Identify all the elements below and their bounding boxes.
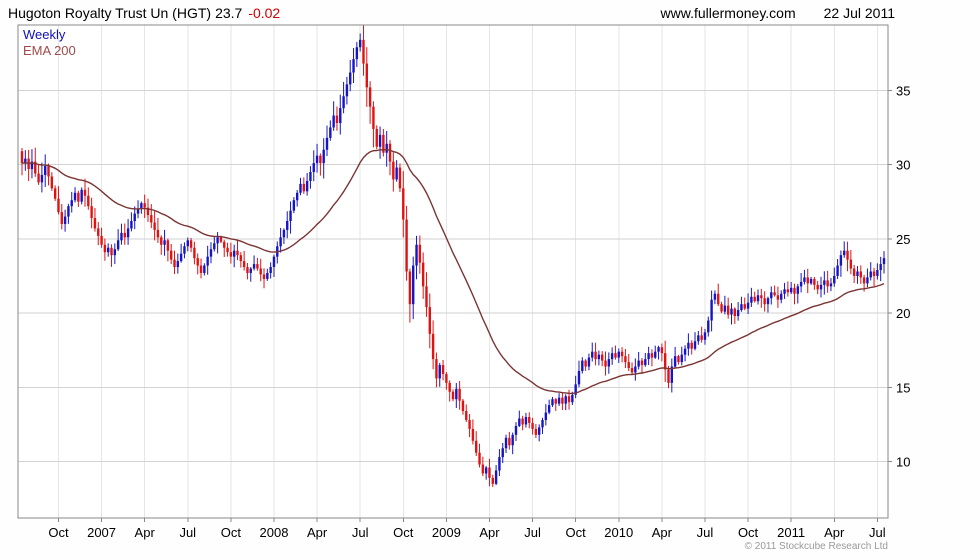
copyright-text: © 2011 Stockcube Research Ltd [744, 541, 888, 552]
x-tick-label: Oct [566, 525, 587, 540]
x-tick-label: 2008 [260, 525, 289, 540]
x-tick-label: Oct [393, 525, 414, 540]
x-tick-label: Apr [652, 525, 673, 540]
x-axis-labels: Oct 2007 Apr Jul Oct 2008 Apr Jul Oct 2009 Apr Jul O… [48, 518, 886, 540]
x-tick-label: Oct [48, 525, 69, 540]
ema-line [21, 148, 885, 395]
x-tick-label: Apr [824, 525, 845, 540]
legend-ema: EMA 200 [23, 43, 76, 58]
x-tick-label: Apr [307, 525, 328, 540]
x-tick-label: 2007 [87, 525, 116, 540]
y-tick-label: 15 [896, 380, 910, 395]
y-tick-label: 10 [896, 455, 910, 470]
y-tick-label: 25 [896, 232, 910, 247]
x-tick-label: Jul [869, 525, 886, 540]
y-tick-label: 35 [896, 83, 910, 98]
x-tick-label: Jul [179, 525, 196, 540]
candlesticks [20, 24, 886, 487]
chart-legend: Weekly EMA 200 [23, 27, 76, 59]
plot-border [17, 24, 889, 519]
x-tick-label: Jul [524, 525, 541, 540]
x-tick-label: Jul [697, 525, 714, 540]
vertical-gridlines [57, 25, 878, 518]
x-tick-label: 2009 [432, 525, 461, 540]
horizontal-gridlines [18, 89, 888, 463]
price-change: -0.02 [248, 5, 281, 21]
date-text: 22 Jul 2011 [823, 5, 895, 21]
y-tick-label: 30 [896, 158, 910, 173]
last-price: 23.7 [215, 5, 243, 21]
y-tick-label: 20 [896, 306, 910, 321]
header-right: www.fullermoney.com 22 Jul 2011 [661, 5, 895, 21]
x-tick-label: Apr [479, 525, 500, 540]
x-tick-label: 2010 [604, 525, 633, 540]
x-tick-label: Jul [352, 525, 369, 540]
y-axis-labels: 10 15 20 25 30 35 [888, 83, 910, 470]
legend-weekly: Weekly [23, 27, 66, 42]
website-text: www.fullermoney.com [660, 5, 796, 21]
x-tick-label: Oct [221, 525, 242, 540]
plot-background [18, 25, 888, 518]
x-tick-label: Apr [135, 525, 156, 540]
x-tick-label: 2011 [777, 525, 805, 540]
page-title: Hugoton Royalty Trust Un (HGT) 23.7 -0.02 [8, 5, 284, 21]
x-tick-label: Oct [738, 525, 759, 540]
instrument-name: Hugoton Royalty Trust Un (HGT) [8, 5, 212, 21]
